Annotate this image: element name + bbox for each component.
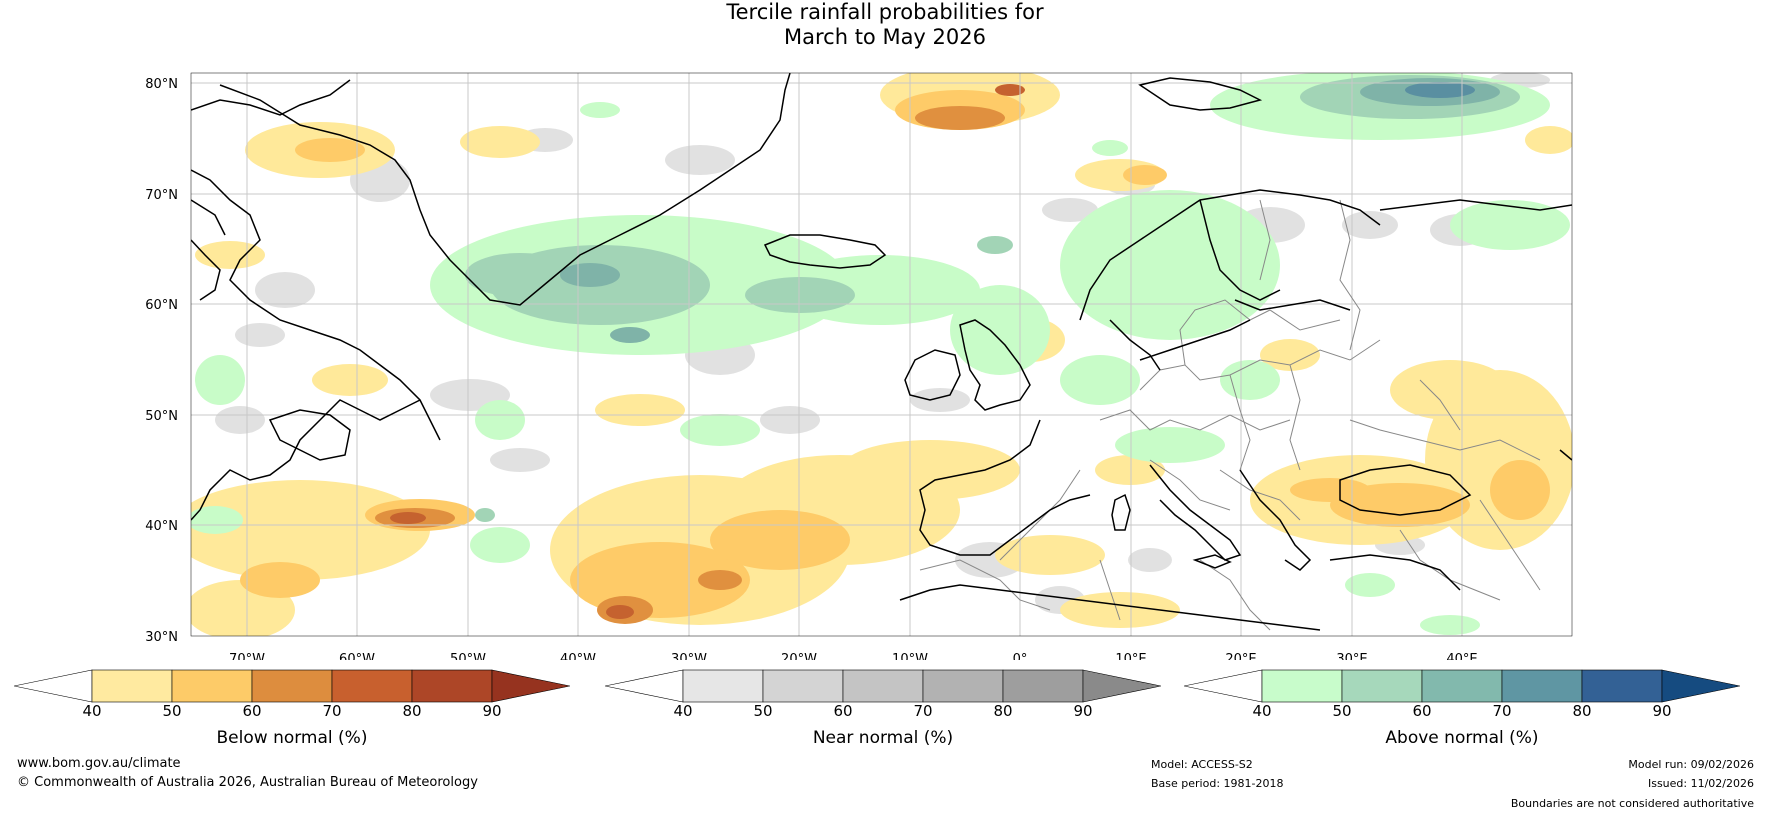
lon-label-0: 0° [1013,652,1028,660]
colorbar-below-normal-caption: Below normal (%) [216,728,368,748]
colorbar-above-normal: 40 50 60 70 80 90 [1184,669,1740,718]
colorbar-2-segment-1 [1341,669,1423,703]
lon-label-40e: 40°E [1446,652,1477,660]
lat-label-60n: 60°N [145,298,178,313]
lon-label-20w: 20°W [781,652,817,660]
colorbar-2-tick-40: 40 [1252,702,1271,718]
colorbar-1-tick-80: 80 [993,702,1012,718]
colorbar-0-segment-0 [91,669,173,703]
colorbar-near-normal-caption: Near normal (%) [812,728,954,748]
colorbar-1-tick-90: 90 [1073,702,1092,718]
colorbar-2-tick-80: 80 [1572,702,1591,718]
map-gridlines [191,73,1572,636]
lon-label-10w: 10°W [892,652,928,660]
colorbar-0-segment-4 [411,669,493,703]
colorbar-1-segment-4 [1002,669,1084,703]
colorbar-0-tick-60: 60 [242,702,261,718]
colorbar-1-segment-0 [682,669,764,703]
colorbar-0-high-extension [491,669,570,703]
colorbar-2-segment-3 [1501,669,1583,703]
colorbar-1-tick-50: 50 [753,702,772,718]
colorbar-1-segment-1 [762,669,844,703]
copyright-text: © Commonwealth of Australia 2026, Austra… [17,775,478,790]
lat-label-50n: 50°N [145,409,178,424]
boundaries-disclaimer: Boundaries are not considered authoritat… [1510,797,1754,810]
lat-label-40n: 40°N [145,519,178,534]
colorbar-below-normal: 40 50 60 70 80 90 [14,669,570,718]
lat-label-70n: 70°N [145,188,178,203]
model-run-date: Model run: 09/02/2026 [1628,758,1754,771]
lon-label-10e: 10°E [1115,652,1146,660]
colorbar-1-high-extension [1082,669,1161,703]
longitude-labels: 70°W 60°W 50°W 40°W 30°W 20°W 10°W 0° 10… [229,652,1478,660]
colorbar-1-segment-3 [922,669,1004,703]
colorbar-0-segment-1 [171,669,253,703]
colorbar-1-segment-2 [842,669,924,703]
country-borders [919,199,1541,631]
colorbar-2-segment-2 [1421,669,1503,703]
colorbar-0-tick-40: 40 [82,702,101,718]
model-name: Model: ACCESS-S2 [1151,758,1253,771]
colorbar-2-tick-60: 60 [1412,702,1431,718]
colorbar-2-high-extension [1661,669,1740,703]
below-normal-70-regions [390,84,1025,619]
colorbar-2-tick-50: 50 [1332,702,1351,718]
issued-date: Issued: 11/02/2026 [1647,777,1754,790]
colorbar-0-tick-90: 90 [482,702,501,718]
colorbar-2-low-extension [1184,669,1263,703]
website-link[interactable]: www.bom.gov.au/climate [17,756,181,771]
lon-label-30w: 30°W [671,652,707,660]
title-line-1: Tercile rainfall probabilities for [726,0,1044,24]
lat-label-80n: 80°N [145,77,178,92]
colorbar-0-segment-3 [331,669,413,703]
title-line-2: March to May 2026 [784,25,986,49]
colorbar-0-tick-80: 80 [402,702,421,718]
lon-label-70w: 70°W [229,652,265,660]
colorbar-1-tick-70: 70 [913,702,932,718]
map-frame [190,72,1573,637]
colorbar-2-segment-4 [1581,669,1663,703]
colorbar-0-low-extension [14,669,93,703]
colorbar-0-tick-50: 50 [162,702,181,718]
lon-label-50w: 50°W [450,652,486,660]
coastlines [191,73,1572,631]
map-title: Tercile rainfall probabilities for March… [0,0,1770,50]
colorbar-0-tick-70: 70 [322,702,341,718]
colorbar-above-normal-caption: Above normal (%) [1385,728,1539,748]
colorbar-2-tick-90: 90 [1652,702,1671,718]
colorbar-1-tick-60: 60 [833,702,852,718]
lon-label-60w: 60°W [339,652,375,660]
lon-label-40w: 40°W [560,652,596,660]
base-period: Base period: 1981-2018 [1151,777,1284,790]
colorbar-2-tick-70: 70 [1492,702,1511,718]
colorbar-near-normal: 40 50 60 70 80 90 [605,669,1161,718]
latitude-labels: 80°N 70°N 60°N 50°N 40°N 30°N [145,77,178,645]
colorbar-1-low-extension [605,669,684,703]
lat-label-30n: 30°N [145,630,178,645]
rainfall-probability-map: 80°N 70°N 60°N 50°N 40°N 30°N 70°W 60°W … [145,72,1573,660]
lon-label-30e: 30°E [1336,652,1367,660]
colorbar-1-tick-40: 40 [673,702,692,718]
above-normal-70-regions [1405,82,1475,98]
colorbar-2-segment-0 [1261,669,1343,703]
lon-label-20e: 20°E [1225,652,1256,660]
colorbar-0-segment-2 [251,669,333,703]
